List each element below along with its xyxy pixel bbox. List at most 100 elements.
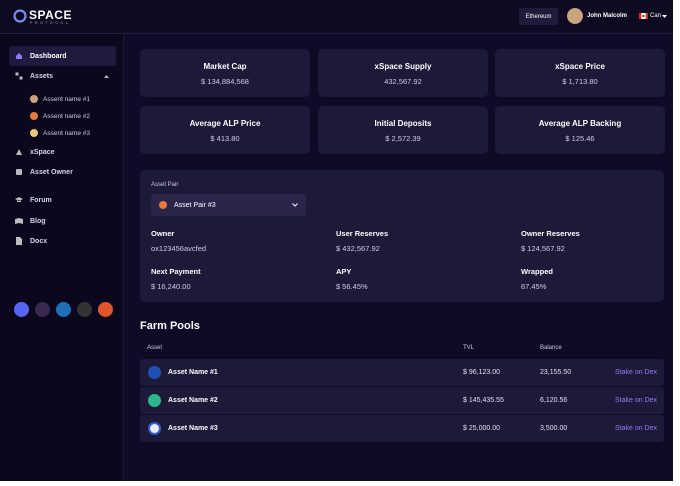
sidebar: Dashboard Assets Assent name #1 Assent n… bbox=[0, 34, 124, 481]
stat-card: Average ALP Price $ 413.80 bbox=[140, 106, 310, 154]
github-link[interactable] bbox=[77, 302, 92, 317]
user-name[interactable]: John Malcolm bbox=[587, 13, 628, 19]
currency-caret bbox=[662, 15, 667, 18]
stake-link[interactable]: Stake on Dex bbox=[614, 397, 657, 404]
stat-label: Initial Deposits bbox=[374, 119, 432, 128]
panel-label: Asset Pair bbox=[151, 182, 179, 188]
pool-name: Asset Name #1 bbox=[168, 369, 218, 376]
stat-label: Average ALP Backing bbox=[538, 119, 622, 128]
pool-tvl: $ 96,123.00 bbox=[463, 369, 500, 376]
pool-tvl: $ 145,435.55 bbox=[463, 397, 504, 404]
pool-icon bbox=[148, 366, 161, 379]
twitter-link[interactable] bbox=[56, 302, 71, 317]
column-header: Asset bbox=[147, 345, 163, 351]
pool-icon bbox=[148, 394, 161, 407]
field-value: 67.45% bbox=[521, 282, 547, 291]
pool-icon bbox=[148, 422, 161, 435]
app: SPACE PROTOCOL Ethereum John Malcolm Can… bbox=[0, 0, 673, 481]
field-label: Next Payment bbox=[151, 267, 201, 276]
field-label: User Reserves bbox=[336, 229, 389, 238]
nav-item[interactable]: xSpace bbox=[9, 142, 116, 162]
pool-balance: 6,120.56 bbox=[540, 397, 568, 404]
asset-label: Assent name #1 bbox=[43, 95, 90, 103]
nav-item[interactable]: Forum bbox=[9, 190, 116, 210]
dropdown-value: Asset Pair #3 bbox=[174, 201, 216, 209]
stat-value: $ 1,713.80 bbox=[562, 77, 598, 86]
stake-link[interactable]: Stake on Dex bbox=[614, 425, 657, 432]
pool-name: Asset Name #2 bbox=[168, 397, 218, 404]
asset-icon bbox=[30, 95, 38, 103]
logo-icon bbox=[13, 9, 27, 23]
stat-card: Initial Deposits $ 2,572.39 bbox=[318, 106, 488, 154]
asset-icon bbox=[30, 129, 38, 137]
asset-label: Assent name #2 bbox=[43, 112, 90, 120]
column-header: TVL bbox=[463, 345, 475, 351]
stat-label: Market Cap bbox=[203, 62, 247, 71]
field-label: APY bbox=[336, 267, 352, 276]
nav-label: Dashboard bbox=[30, 52, 67, 60]
pool-row: Asset Name #2 $ 145,435.55 6,120.56 Stake o… bbox=[140, 387, 664, 414]
pool-tvl: $ 25,000.00 bbox=[463, 425, 500, 432]
nav-label: xSpace bbox=[30, 148, 55, 156]
logo-text: SPACE bbox=[29, 8, 72, 22]
pair-icon bbox=[159, 201, 167, 209]
field-label: Wrapped bbox=[521, 267, 553, 276]
nav-item[interactable]: Dashboard bbox=[9, 46, 116, 66]
asset-label: Assent name #3 bbox=[43, 129, 90, 137]
column-header: Balance bbox=[540, 345, 562, 351]
asset-link[interactable]: Assent name #1 bbox=[30, 95, 90, 103]
nav-icon bbox=[16, 53, 22, 59]
nav-label: Docx bbox=[30, 237, 48, 245]
stat-card: xSpace Price $ 1,713.80 bbox=[495, 49, 665, 97]
flag-icon bbox=[639, 13, 648, 19]
asset-pair-dropdown[interactable]: Asset Pair #3 bbox=[151, 194, 306, 216]
nav-icon bbox=[16, 169, 22, 175]
reddit-link[interactable] bbox=[98, 302, 113, 317]
discord-link[interactable] bbox=[14, 302, 29, 317]
nav-label: Blog bbox=[30, 217, 46, 225]
nav-item[interactable]: Asset Owner bbox=[9, 162, 116, 182]
asset-link[interactable]: Assent name #2 bbox=[30, 112, 90, 120]
field-value: $ 56.45% bbox=[336, 282, 368, 291]
slack-link[interactable] bbox=[35, 302, 50, 317]
asset-link[interactable]: Assent name #3 bbox=[30, 129, 90, 137]
nav-icon bbox=[16, 149, 22, 155]
stat-card: Average ALP Backing $ 125.46 bbox=[495, 106, 665, 154]
stat-value: $ 413.80 bbox=[210, 134, 240, 143]
stat-value: $ 2,572.39 bbox=[385, 134, 421, 143]
section-title: Farm Pools bbox=[140, 320, 200, 332]
stat-label: xSpace Price bbox=[555, 62, 605, 71]
nav-item[interactable]: Blog bbox=[9, 211, 116, 231]
asset-icon bbox=[30, 112, 38, 120]
avatar bbox=[567, 8, 583, 24]
pool-balance: 3,500.00 bbox=[540, 425, 568, 432]
field-label: Owner Reserves bbox=[521, 229, 580, 238]
stake-link[interactable]: Stake on Dex bbox=[614, 369, 657, 376]
header: SPACE PROTOCOL Ethereum John Malcolm Can bbox=[0, 0, 673, 34]
currency-selector[interactable]: Can bbox=[650, 13, 662, 19]
nav-item[interactable]: Assets bbox=[9, 66, 116, 86]
stat-value: $ 125.46 bbox=[565, 134, 595, 143]
pool-row: Asset Name #1 $ 96,123.00 23,155.50 Stake o… bbox=[140, 359, 664, 386]
field-value: $ 124,567.92 bbox=[521, 244, 565, 253]
stat-card: xSpace Supply 432,567.92 bbox=[318, 49, 488, 97]
nav-label: Assets bbox=[30, 72, 53, 80]
stat-card: Market Cap $ 134,884,568 bbox=[140, 49, 310, 97]
nav-item[interactable]: Docx bbox=[9, 231, 116, 251]
nav-label: Asset Owner bbox=[30, 168, 73, 176]
dropdown-caret bbox=[292, 203, 298, 207]
field-value: $ 432,567.92 bbox=[336, 244, 380, 253]
nav-icon bbox=[15, 197, 23, 202]
nav-icon bbox=[15, 218, 23, 224]
field-value: $ 16,240.00 bbox=[151, 282, 191, 291]
network-button[interactable]: Ethereum bbox=[519, 8, 558, 25]
stat-value: $ 134,884,568 bbox=[201, 77, 249, 86]
pool-name: Asset Name #3 bbox=[168, 425, 218, 432]
nav-caret bbox=[104, 74, 109, 78]
stat-label: xSpace Supply bbox=[374, 62, 432, 71]
nav-icon bbox=[16, 237, 22, 245]
pool-row: Asset Name #3 $ 25,000.00 3,500.00 Stake on… bbox=[140, 415, 664, 442]
nav-label: Forum bbox=[30, 196, 52, 204]
field-label: Owner bbox=[151, 229, 175, 238]
